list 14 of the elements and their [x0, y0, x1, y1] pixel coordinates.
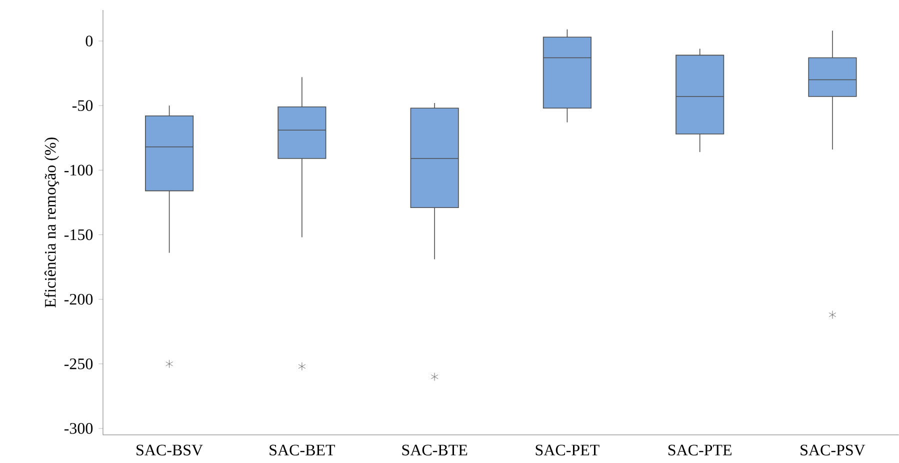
- y-tick-label: -250: [64, 358, 93, 370]
- y-axis-title: Eficiência na remoção (%): [44, 138, 59, 308]
- y-tick-label: 0: [86, 36, 93, 46]
- x-tick-label: SAC-PTE: [668, 444, 732, 456]
- x-tick-label: SAC-BET: [270, 444, 335, 456]
- y-tick-label: -150: [64, 229, 93, 240]
- x-tick-label: SAC-BTE: [402, 444, 468, 456]
- y-tick-label: -200: [64, 294, 93, 305]
- x-tick-label: SAC-PSV: [800, 444, 866, 456]
- y-tick-label: -300: [64, 423, 93, 434]
- x-tick-label: SAC-PET: [536, 444, 600, 456]
- y-tick-label: -100: [64, 164, 93, 176]
- y-tick-label: -50: [72, 100, 93, 112]
- x-tick-label: SAC-BSV: [136, 444, 203, 456]
